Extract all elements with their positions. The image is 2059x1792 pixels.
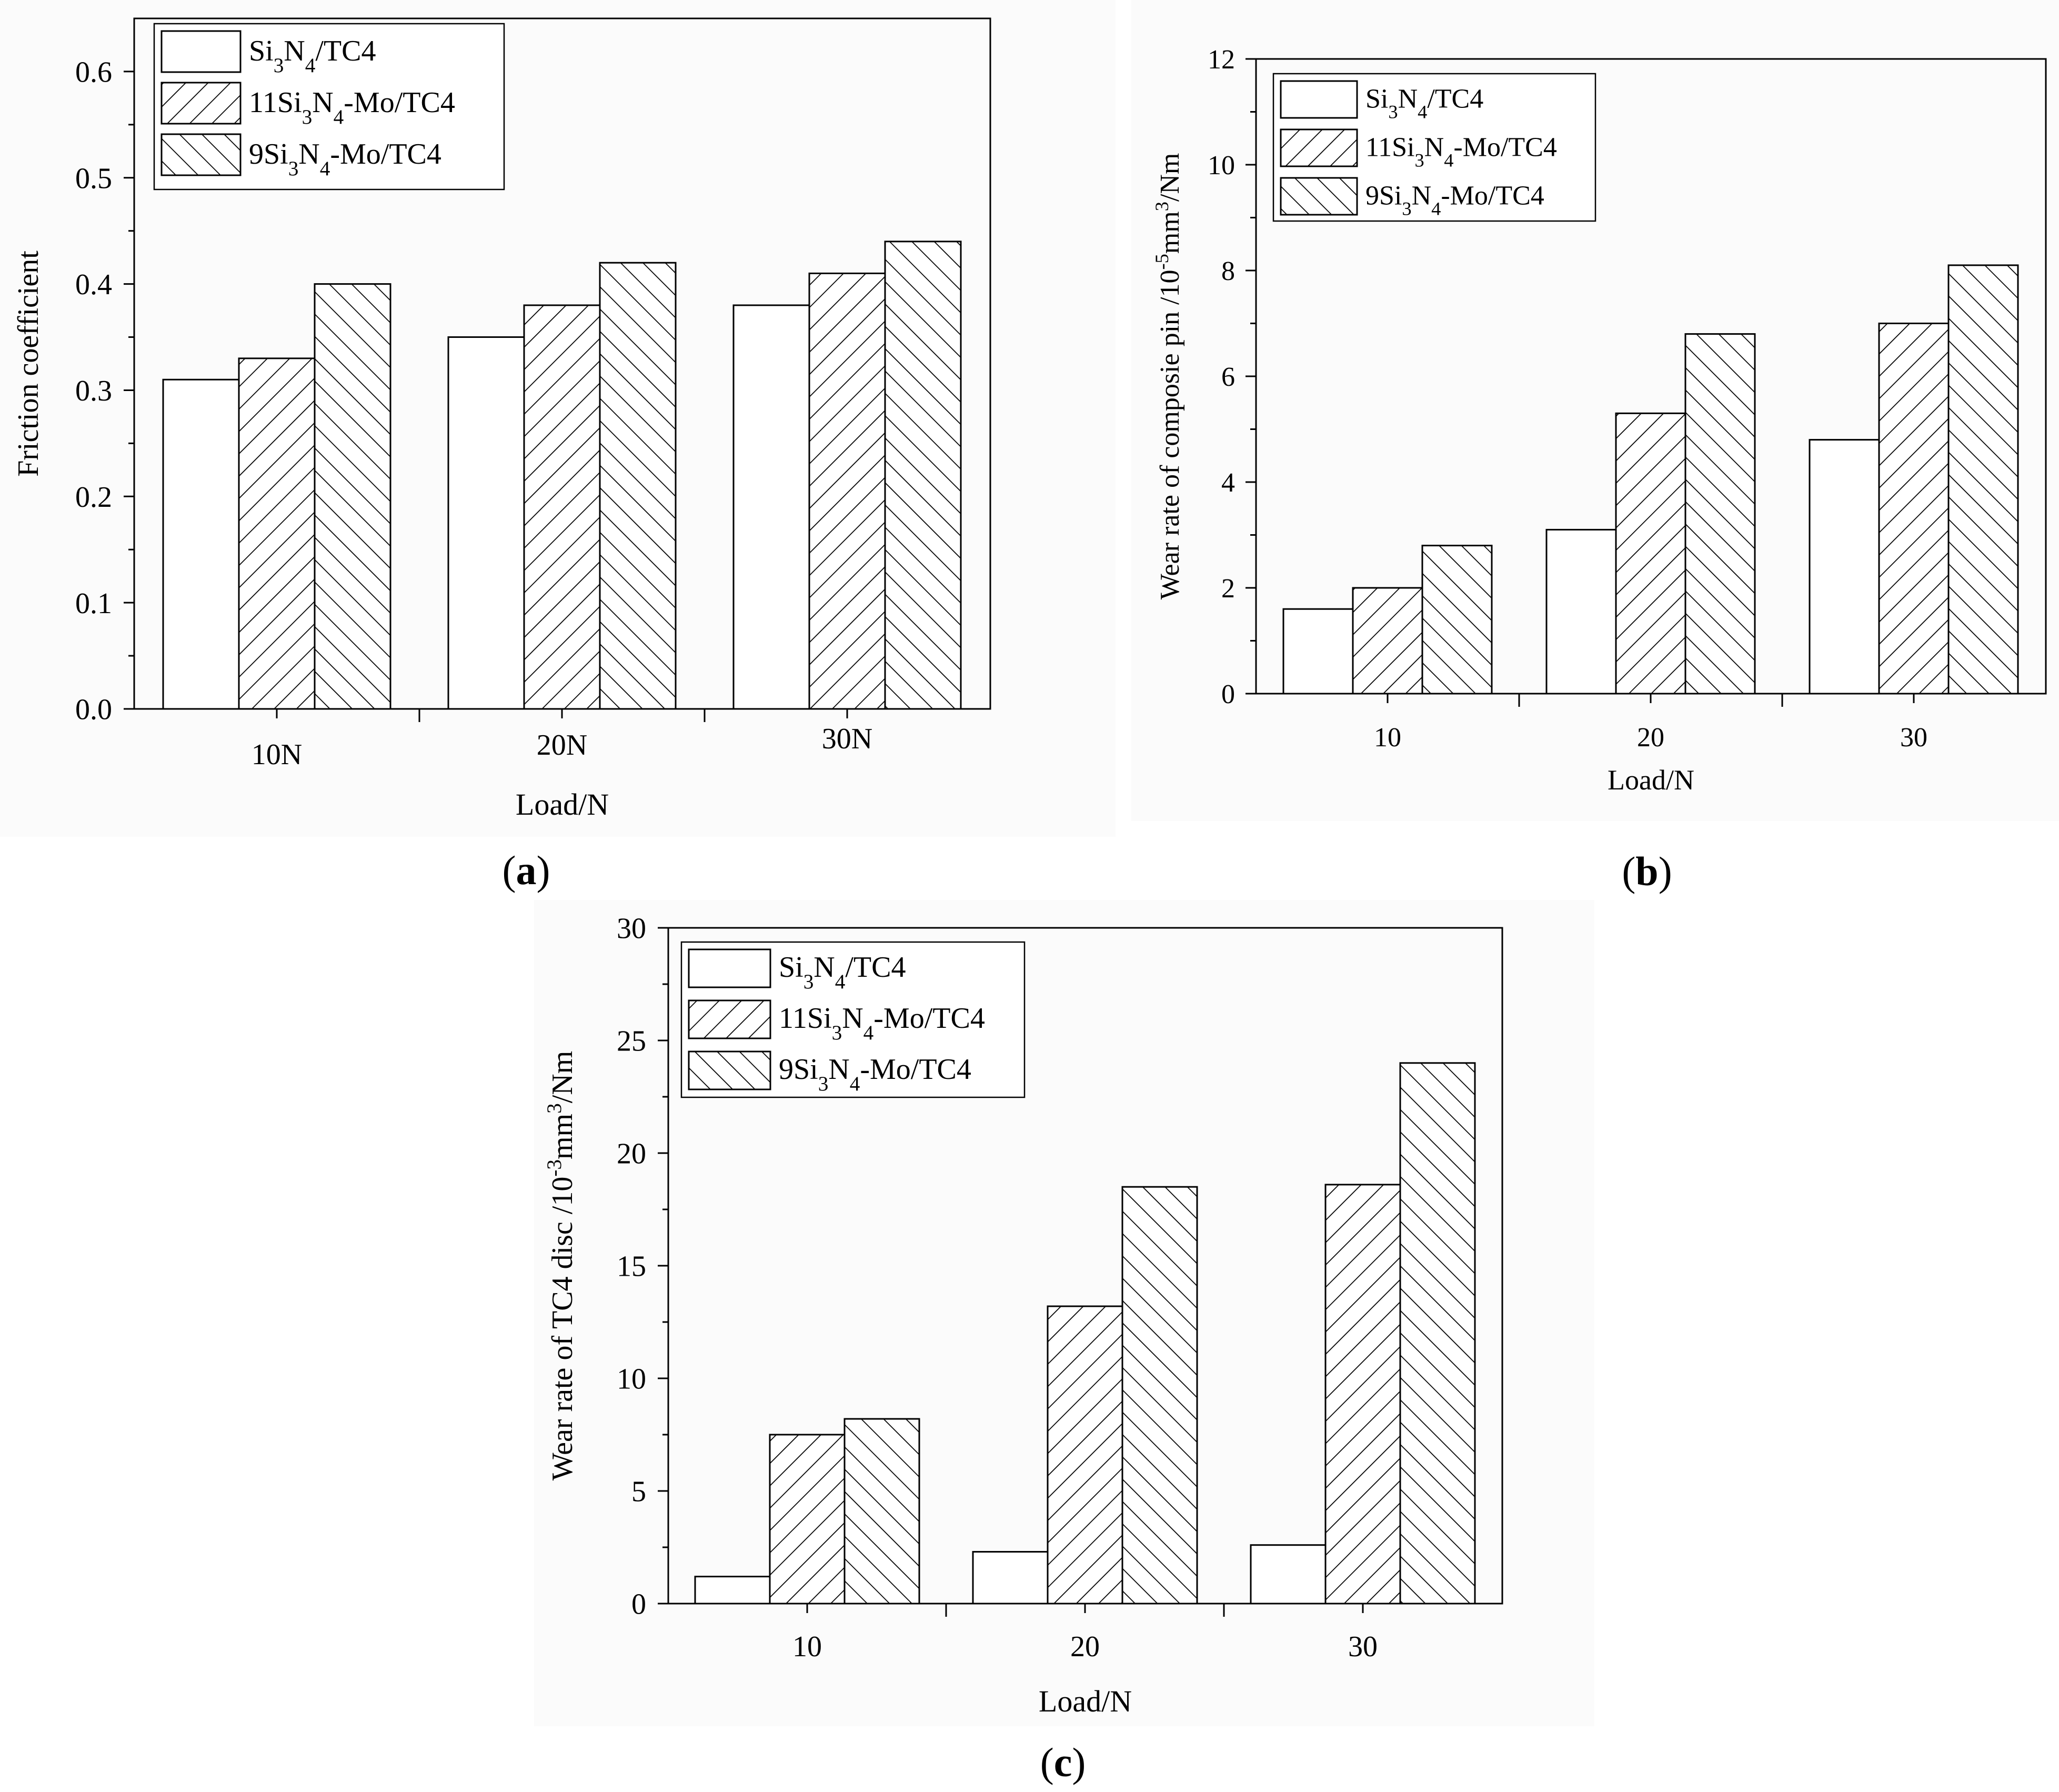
- bar-a-3-1: [314, 283, 391, 710]
- bar-b-3-1: [1421, 545, 1493, 695]
- y-tick-label: 15: [617, 1250, 646, 1283]
- y-tick-label: 4: [1221, 468, 1235, 498]
- x-tick-label: 10: [1374, 723, 1401, 753]
- legend-swatch: [688, 1050, 771, 1090]
- bar-a-3-3: [884, 241, 962, 710]
- legend-swatch: [160, 133, 242, 176]
- legend-swatch: [688, 948, 771, 988]
- x-tick-label: 10: [792, 1630, 822, 1663]
- x-tick-label: 30N: [822, 723, 872, 755]
- legend-swatch: [160, 82, 242, 125]
- y-axis-label: Friction coefficient: [12, 251, 45, 477]
- x-tick-label: 20: [1637, 723, 1664, 753]
- chart-panel-a: 10N 20N 30N 0.0 0.1 0.2 0.3 0.4 0.5 0.6 Load/N Fric…: [12, 17, 991, 822]
- legend-entry: 9Si3N4-Mo/TC4: [1365, 181, 1544, 219]
- bar-a-1-1: [162, 378, 240, 710]
- legend-entry: Si3N4/TC4: [779, 951, 906, 993]
- x-tick-label: 30: [1348, 1630, 1378, 1663]
- bar-b-3-3: [1947, 264, 2019, 695]
- y-tick-label: 0.5: [75, 162, 112, 195]
- legend-entry: Si3N4/TC4: [1365, 84, 1483, 122]
- y-tick-label: 0.3: [75, 375, 112, 407]
- bar-b-1-2: [1545, 528, 1617, 695]
- panel-label: (b): [1622, 848, 1672, 894]
- bar-c-1-1: [694, 1576, 771, 1605]
- legend-swatch: [1280, 128, 1358, 167]
- bar-c-1-2: [972, 1551, 1049, 1605]
- bar-a-3-2: [599, 262, 677, 710]
- x-tick-label: 20N: [537, 729, 587, 762]
- panel-label: (c): [1040, 1739, 1086, 1785]
- bar-a-1-2: [447, 336, 525, 710]
- y-tick-label: 5: [631, 1476, 646, 1508]
- y-tick-label: 2: [1221, 574, 1235, 604]
- x-axis-label: Load/N: [1608, 764, 1694, 796]
- bar-c-2-2: [1047, 1305, 1123, 1605]
- legend: Si3N4/TC4 11Si3N4-Mo/TC4 9Si3N4-Mo/TC4: [153, 23, 505, 191]
- x-axis-label: Load/N: [516, 787, 609, 822]
- bar-b-3-2: [1684, 333, 1756, 695]
- y-tick-label: 10: [617, 1363, 646, 1396]
- legend-swatch: [1280, 80, 1358, 119]
- bar-b-2-3: [1878, 323, 1950, 695]
- bar-c-3-2: [1121, 1186, 1198, 1605]
- y-tick-label: 25: [617, 1025, 646, 1058]
- bar-c-2-3: [1324, 1184, 1401, 1605]
- legend-swatch: [1280, 177, 1358, 216]
- y-tick-label: 0.4: [75, 268, 112, 301]
- y-tick-label: 0: [631, 1588, 646, 1621]
- legend-entry: 9Si3N4-Mo/TC4: [249, 138, 441, 180]
- y-axis-label: Wear rate of composie pin /10-5mm3/Nm: [1151, 153, 1185, 600]
- legend: Si3N4/TC4 11Si3N4-Mo/TC4 9Si3N4-Mo/TC4: [680, 941, 1026, 1098]
- bar-b-2-1: [1352, 587, 1423, 695]
- bar-a-1-3: [732, 304, 810, 710]
- legend-entry: 9Si3N4-Mo/TC4: [779, 1053, 971, 1095]
- x-axis-label: Load/N: [1039, 1684, 1132, 1718]
- bar-b-2-2: [1615, 412, 1686, 695]
- y-tick-label: 30: [617, 913, 646, 945]
- y-tick-label: 20: [617, 1138, 646, 1170]
- x-tick-label: 30: [1900, 723, 1927, 753]
- x-tick-label: 20: [1070, 1630, 1100, 1663]
- y-tick-label: 0.6: [75, 56, 112, 89]
- legend-entry: 11Si3N4-Mo/TC4: [249, 86, 455, 128]
- legend: Si3N4/TC4 11Si3N4-Mo/TC4 9Si3N4-Mo/TC4: [1272, 73, 1596, 222]
- y-tick-label: 0: [1221, 679, 1235, 709]
- y-tick-label: 0.1: [75, 587, 112, 620]
- bar-b-1-1: [1282, 608, 1354, 695]
- y-tick-label: 8: [1221, 256, 1235, 286]
- bar-a-2-2: [523, 304, 601, 710]
- y-tick-label: 6: [1221, 362, 1235, 392]
- bar-c-3-1: [843, 1418, 920, 1605]
- y-tick-label: 0.0: [75, 694, 112, 726]
- y-tick-label: 10: [1208, 151, 1235, 181]
- bar-a-2-3: [808, 272, 886, 710]
- y-tick-label: 12: [1208, 45, 1235, 75]
- bar-b-1-3: [1809, 439, 1880, 695]
- x-tick-label: 10N: [252, 738, 302, 771]
- bar-c-1-3: [1250, 1544, 1327, 1605]
- bar-a-2-1: [238, 357, 316, 710]
- legend-entry: 11Si3N4-Mo/TC4: [1365, 132, 1557, 171]
- chart-panel-c: 10 20 30 0 5 10 15 20 25 30 Load/N Wear rate of TC4…: [543, 913, 1503, 1718]
- legend-entry: Si3N4/TC4: [249, 35, 376, 77]
- legend-entry: 11Si3N4-Mo/TC4: [779, 1002, 985, 1044]
- panel-label: (a): [503, 847, 550, 893]
- legend-swatch: [688, 999, 771, 1039]
- bar-c-3-3: [1399, 1062, 1476, 1605]
- y-tick-label: 0.2: [75, 481, 112, 514]
- legend-swatch: [160, 30, 242, 73]
- bar-c-2-1: [769, 1434, 846, 1605]
- chart-panel-b: 10 20 30 0 2 4 6 8 10 12 Load/N Wear rate of compos…: [1151, 45, 2047, 796]
- y-axis-label: Wear rate of TC4 disc /10-3mm3/Nm: [543, 1051, 579, 1481]
